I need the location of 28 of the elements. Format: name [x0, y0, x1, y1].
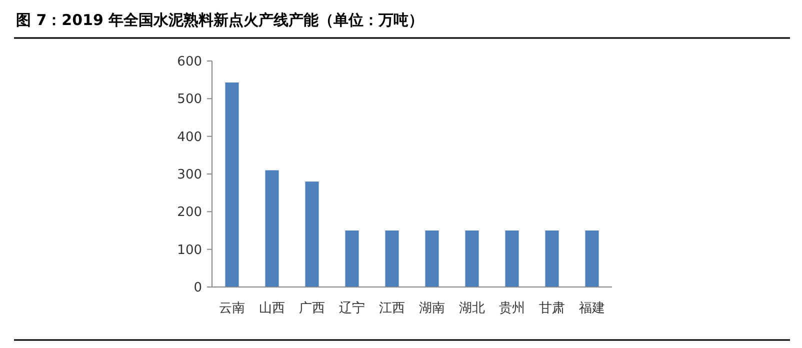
bar — [545, 230, 559, 287]
bar — [585, 230, 599, 287]
x-tick-label: 山西 — [259, 301, 285, 316]
y-tick-label: 200 — [177, 205, 202, 220]
x-tick-label: 贵州 — [499, 301, 525, 316]
y-tick-label: 300 — [177, 168, 202, 183]
chart-title: 图 7：2019 年全国水泥熟料新点火产线产能（单位：万吨） — [16, 11, 424, 29]
x-tick-label: 湖北 — [459, 301, 485, 316]
y-tick-label: 500 — [177, 92, 202, 108]
x-tick-label: 湖南 — [419, 301, 445, 316]
x-tick-label: 云南 — [219, 301, 245, 316]
y-tick-label: 0 — [194, 280, 202, 296]
bar — [505, 230, 519, 287]
y-tick-label: 100 — [177, 242, 202, 258]
bar — [225, 82, 239, 287]
bar — [345, 230, 359, 287]
x-tick-label: 江西 — [379, 301, 405, 316]
x-tick-label: 福建 — [579, 301, 605, 316]
bar — [465, 230, 479, 287]
x-tick-label: 辽宁 — [339, 300, 365, 316]
y-tick-label: 400 — [177, 130, 202, 145]
bar — [425, 230, 439, 287]
x-tick-label: 甘肃 — [539, 301, 565, 316]
bar — [305, 182, 319, 287]
bar — [265, 170, 279, 287]
x-tick-label: 广西 — [299, 301, 325, 316]
y-tick-label: 600 — [177, 54, 202, 70]
bar — [385, 230, 399, 287]
